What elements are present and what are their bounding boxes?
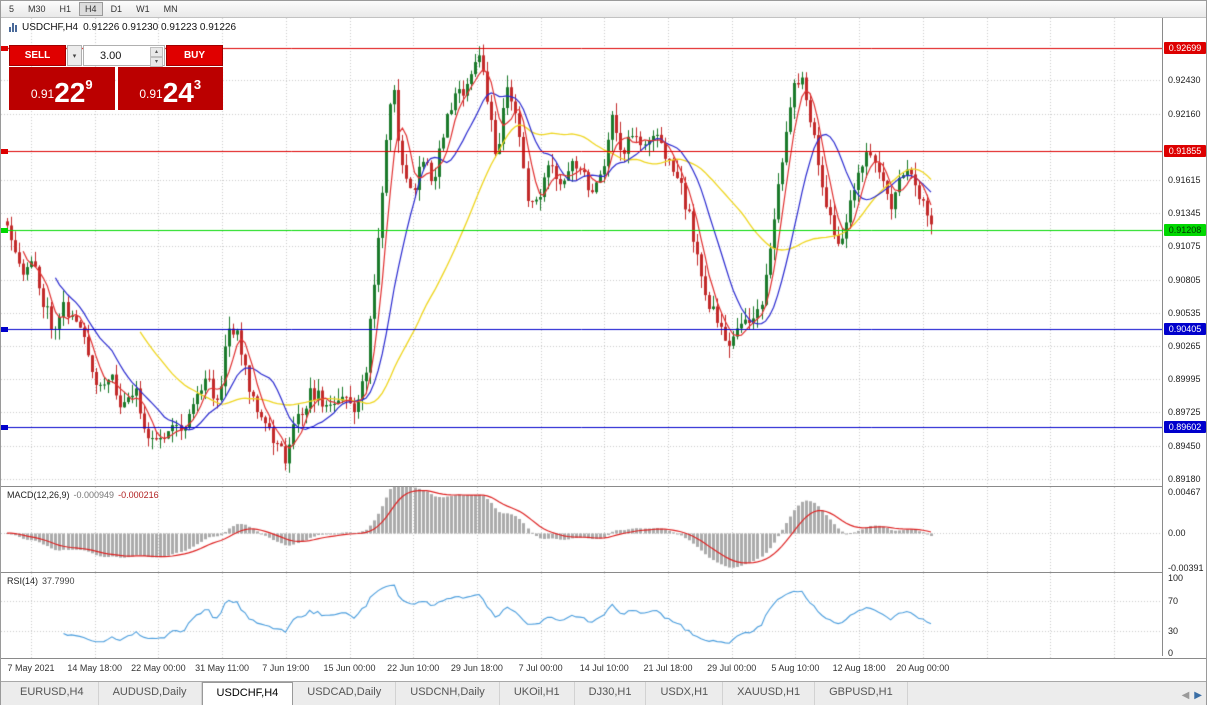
rsi-axis-label: 30 [1168,625,1179,636]
price-level-tag: 0.91855 [1164,144,1206,157]
macd-axis-label: -0.00391 [1168,562,1204,573]
buy-price-sup: 3 [193,77,202,92]
time-axis-label: 12 Aug 18:00 [832,663,886,673]
timeframe-button-h1[interactable]: H1 [59,4,72,14]
chart-tab-usdcad-daily[interactable]: USDCAD,Daily [293,682,397,705]
sell-price-prefix: 0.91 [30,87,55,101]
tab-scroll-arrows: ◀ ▶ [1182,690,1202,701]
sell-price-big: 22 [54,77,86,108]
price-level-tag: 0.90405 [1164,322,1206,335]
chart-tab-usdcnh-daily[interactable]: USDCNH,Daily [396,682,500,705]
macd-axis-label: 0.00467 [1168,486,1201,497]
time-axis-label: 14 May 18:00 [67,663,122,673]
chart-ohlc-header: USDCHF,H4 0.91226 0.91230 0.91223 0.9122… [9,22,236,33]
sell-price-sup: 9 [85,77,93,92]
timeframe-button-mn[interactable]: MN [163,4,178,14]
buy-price-prefix: 0.91 [139,87,163,101]
tab-scroll-left-icon[interactable]: ◀ [1181,690,1190,701]
price-axis-label: 0.92160 [1168,108,1201,119]
price-level-tag: 0.91208 [1164,224,1206,237]
price-level-tag: 0.89602 [1164,420,1206,433]
chart-tab-audusd-daily[interactable]: AUDUSD,Daily [99,682,202,705]
chart-window: USDCHF,H4 0.91226 0.91230 0.91223 0.9122… [1,18,1206,681]
time-axis-label: 22 Jun 10:00 [387,663,440,673]
chart-tab-eurusd-h4[interactable]: EURUSD,H4 [6,682,99,705]
chart-ohlc-values: 0.91226 0.91230 0.91223 0.91226 [83,22,237,33]
pane-separator[interactable] [1,572,1206,573]
timeframe-button-m30[interactable]: M30 [28,4,46,14]
pane-separator [1,658,1206,659]
tab-scroll-right-icon[interactable]: ▶ [1194,690,1202,701]
level-line-marker[interactable] [1,45,8,51]
time-axis-label: 7 May 2021 [7,663,55,673]
price-axis-label: 0.90265 [1168,340,1201,351]
buy-price-display[interactable]: 0.91 24 3 [117,67,223,110]
chart-icon [9,23,17,32]
sell-button[interactable]: SELL [9,45,66,66]
timeframe-button-d1[interactable]: D1 [110,4,123,14]
time-axis-label: 5 Aug 10:00 [771,663,820,673]
chart-tab-xauusd-h1[interactable]: XAUUSD,H1 [723,682,816,705]
buy-button[interactable]: BUY [166,45,223,66]
price-axis-label: 0.89450 [1168,440,1201,451]
time-axis-label: 14 Jul 10:00 [579,663,629,673]
rsi-indicator-label: RSI(14) 37.7990 [7,576,75,586]
time-axis-label: 7 Jul 00:00 [518,663,563,673]
time-axis-label: 31 May 11:00 [195,663,250,673]
price-axis-label: 0.91615 [1168,175,1201,186]
pane-separator[interactable] [1,486,1206,487]
rsi-axis-label: 100 [1168,573,1184,583]
level-line-marker[interactable] [1,326,8,332]
one-click-trade-panel: SELL ▾ 3.00 ▴ ▾ BUY 0.91 22 9 0.91 24 3 [9,45,223,110]
price-axis-label: 0.89995 [1168,373,1201,384]
volume-input[interactable]: 3.00 ▴ ▾ [83,45,165,67]
sell-price-display[interactable]: 0.91 22 9 [9,67,115,110]
rsi-pane-canvas[interactable] [1,573,1162,658]
volume-down-button[interactable]: ▾ [150,57,163,67]
time-axis-label: 21 Jul 18:00 [643,663,693,673]
price-axis-label: 0.91075 [1168,241,1201,252]
timeframe-toolbar: 5 M30 H1 H4 D1 W1 MN [1,1,1206,18]
chart-tab-dj30-h1[interactable]: DJ30,H1 [575,682,647,705]
chart-tab-ukoil-h1[interactable]: UKOil,H1 [500,682,575,705]
time-axis-label: 29 Jul 00:00 [707,663,757,673]
timeframe-button-w1[interactable]: W1 [136,4,150,14]
price-axis[interactable]: 0.92430 0.92160 0.91615 0.91345 0.91075 0.908… [1162,18,1206,658]
time-axis[interactable]: 7 May 2021 14 May 18:00 22 May 00:00 31 May… [1,659,1162,681]
macd-axis-label: 0.00 [1168,528,1186,539]
chart-tab-usdchf-h4[interactable]: USDCHF,H4 [201,682,294,705]
macd-pane-canvas[interactable] [1,487,1162,572]
level-line-marker[interactable] [1,228,8,234]
chart-tab-gbpusd-h1[interactable]: GBPUSD,H1 [815,682,908,705]
price-axis-label: 0.92430 [1168,75,1201,86]
level-line-marker[interactable] [1,424,8,430]
chart-symbol-label: USDCHF,H4 [22,22,79,33]
time-axis-label: 22 May 00:00 [131,663,186,673]
price-axis-label: 0.90805 [1168,274,1201,285]
timeframe-button-5[interactable]: 5 [9,4,15,14]
volume-value: 3.00 [100,49,122,62]
price-axis-label: 0.89180 [1168,473,1201,484]
buy-price-big: 24 [162,77,194,108]
price-axis-label: 0.90535 [1168,307,1201,318]
rsi-axis-label: 70 [1168,595,1179,606]
chart-tab-bar: EURUSD,H4 AUDUSD,Daily USDCHF,H4 USDCAD,Dai… [1,681,1206,705]
price-level-tag: 0.92699 [1164,41,1206,54]
volume-up-button[interactable]: ▴ [150,47,163,57]
chart-tab-usdx-h1[interactable]: USDX,H1 [646,682,724,705]
trade-options-dropdown[interactable]: ▾ [67,45,82,66]
time-axis-label: 15 Jun 00:00 [323,663,376,673]
rsi-axis-label: 0 [1168,648,1174,658]
time-axis-label: 7 Jun 19:00 [262,663,310,673]
time-axis-label: 29 Jun 18:00 [450,663,503,673]
macd-indicator-label: MACD(12,26,9) -0.000949 -0.000216 [7,490,159,500]
time-axis-label: 20 Aug 00:00 [896,663,950,673]
price-axis-label: 0.89725 [1168,406,1201,417]
timeframe-button-h4[interactable]: H4 [79,2,103,16]
price-axis-label: 0.91345 [1168,208,1201,219]
level-line-marker[interactable] [1,148,8,154]
